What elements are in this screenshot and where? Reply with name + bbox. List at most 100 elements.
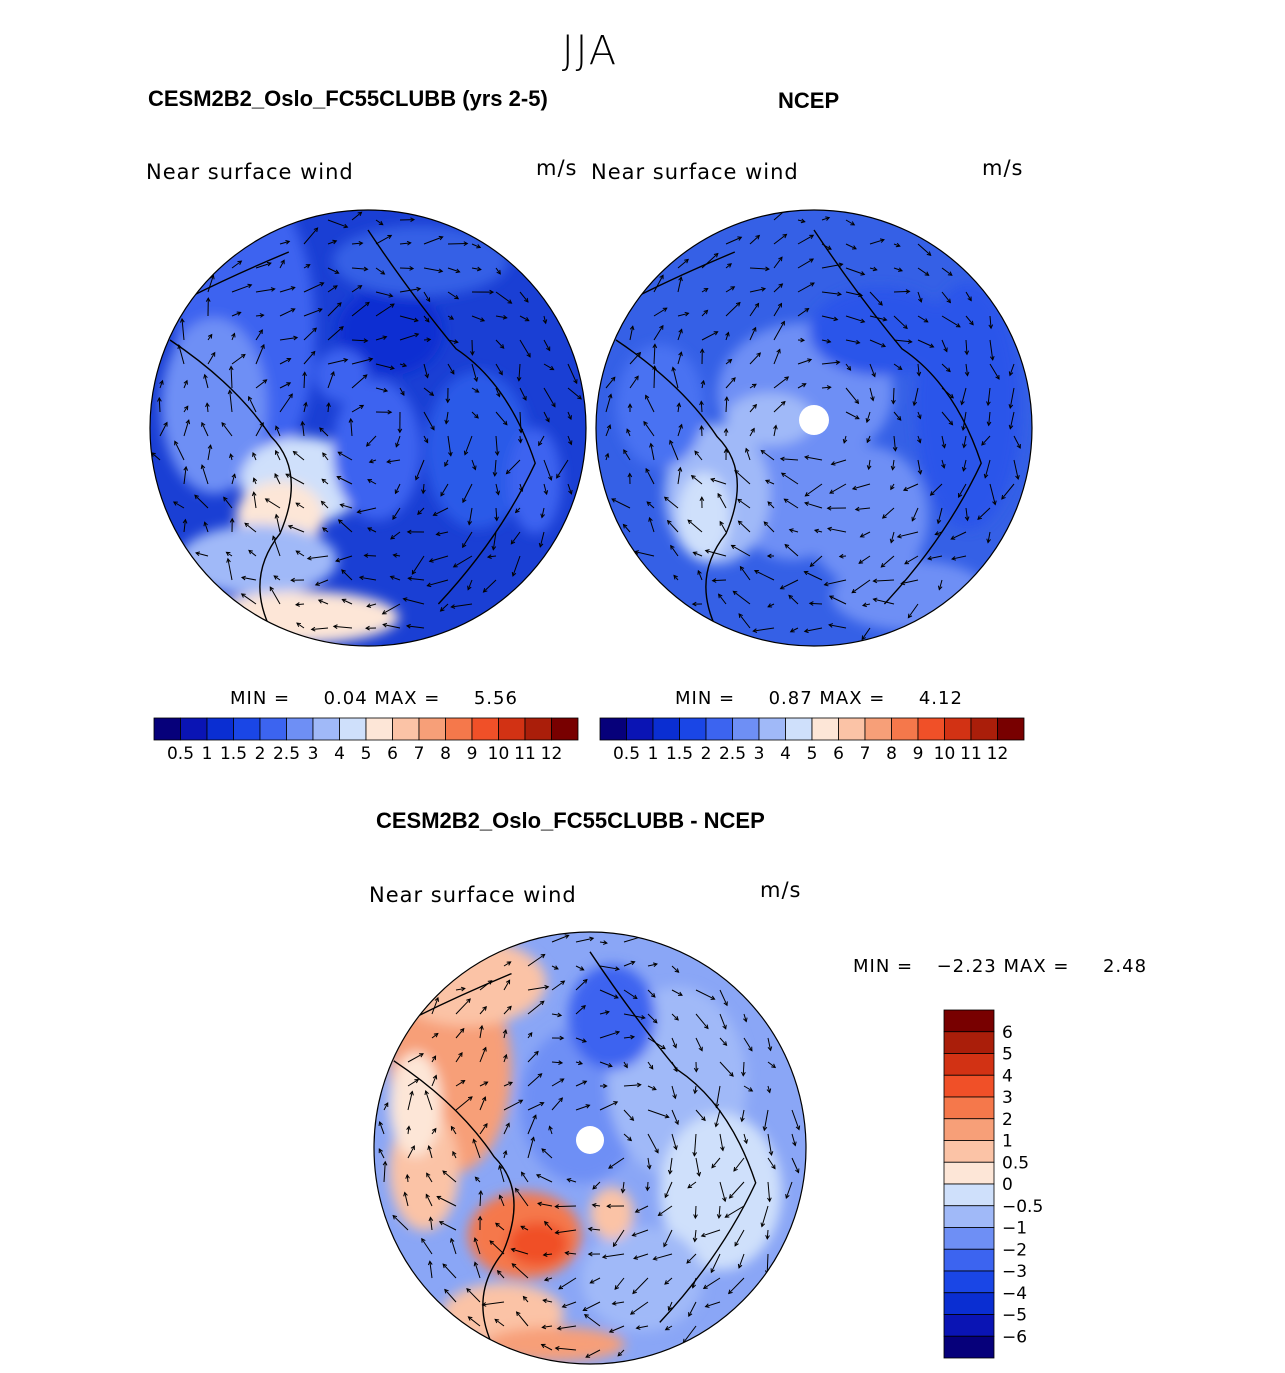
panel-2-wind-vector-head [691,601,697,607]
panel-3-contour-patches [389,938,782,1362]
panel-2-wind-vector [749,303,759,317]
panel-1-wind-vector-head [414,475,420,481]
panel-1-wind-vector [417,507,425,515]
panel-1-wind-vector-head [274,449,280,455]
panel-1-colorbar-swatch [445,717,473,741]
panel-1-wind-vector-head [290,308,296,313]
panel-2-wind-vector-head [678,328,683,334]
panel-1-wind-vector [275,426,281,437]
panel-1-wind-vector-head [568,489,573,495]
panel-3-wind-vector-head [511,1263,517,1268]
panel-3-wind-vector [767,1037,772,1051]
panel-3-wind-vector [614,1277,625,1290]
panel-3-wind-vector [527,954,545,967]
panel-2-colorbar-tick-label: 4 [780,744,791,764]
panel-2-wind-vector-head [905,289,911,294]
panel-1-wind-vector-head [426,582,432,588]
panel-2-wind-vector [773,349,781,365]
panel-3-wind-vector-head [442,1170,448,1176]
panel-2-wind-vector-head [813,528,819,534]
panel-1-wind-vector [471,315,485,322]
panel-1-wind-vector [204,374,209,389]
panel-2-wind-vector-head [692,551,698,556]
panel-1-wind-vector [333,625,353,629]
panel-2-wind-vector [843,435,847,443]
panel-2-wind-vector-head [924,271,930,276]
panel-2-wind-vector [717,493,727,509]
panel-2-wind-vector-head [838,553,844,559]
panel-2-wind-vector [664,496,679,509]
panel-1-wind-vector-head [310,350,316,356]
panel-3-wind-vector-head [645,1186,650,1192]
panel-3-colorbar-swatch [943,1009,995,1033]
panel-1-wind-vector-head [231,332,236,338]
panel-3-wind-vector-head [633,1255,639,1260]
panel-1-wind-vector [447,267,460,273]
panel-2-wind-vector [941,411,953,426]
panel-3-wind-vector-head [467,1316,473,1321]
panel-2-wind-vector [882,507,895,519]
panel-1-wind-vector [543,459,552,481]
panel-1-wind-vector-head [492,472,498,477]
panel-3-colorbar-tick-label: 4 [1002,1066,1013,1086]
panel-2-wind-vector-head [860,271,866,276]
panel-1-wind-vector [303,264,311,269]
panel-2-wind-vector-head [833,316,839,322]
panel-3-wind-vector [541,1148,553,1159]
panel-3-wind-vector [536,1174,553,1183]
panel-1-wind-vector-head [455,268,461,274]
panel-3-wind-vector-head [585,1353,591,1358]
panel-1-wind-vector-head [310,626,316,632]
panel-1-coastline [169,339,292,631]
panel-3-wind-vector [733,1157,745,1172]
panel-2-wind-vector-head [872,266,878,272]
panel-2-wind-vector-head [604,452,610,458]
panel-3-wind-vector [623,1061,628,1068]
panel-1-wind-vector-head [252,477,258,483]
panel-1-wind-vector-head [358,575,364,581]
panel-2-wind-vector-head [804,492,810,497]
panel-2-wind-vector [962,411,967,431]
panel-2-wind-vector-head [807,358,813,363]
panel-2-wind-vector-head [854,399,860,405]
panel-2-wind-vector-head [881,343,887,348]
panel-2-wind-vector-head [917,469,923,475]
panel-1-wind-vector [341,569,353,581]
panel-2-wind-vector-head [730,544,736,550]
panel-2-wind-vector [763,521,775,533]
panel-3-wind-vector-head [472,1138,477,1144]
panel-3-wind-vector [479,1047,487,1063]
panel-3-colorbar-tick-label: −3 [1002,1262,1027,1282]
panel-1-wind-vector [311,627,329,630]
panel-1-wind-vector [390,531,401,540]
panel-3-wind-vector-head [765,1235,770,1240]
panel-1-wind-vector [351,267,368,270]
panel-2-wind-vector-head [995,374,1000,380]
panel-1-wind-vector [462,483,473,503]
panel-2-wind-vector-head [734,469,739,475]
panel-2-wind-vector [701,288,708,293]
panel-1-wind-vector [471,387,479,393]
panel-2-wind-vector-head [865,418,871,424]
panel-3-wind-vector-head [651,1086,657,1091]
panel-3-wind-vector-head [613,1101,619,1106]
panel-1-wind-vector-head [358,240,364,246]
panel-3-wind-vector [455,987,465,991]
panel-2-wind-vector-head [760,449,766,455]
panel-2-wind-vector [773,401,786,413]
panel-2-wind-vector [941,387,954,399]
panel-2-wind-vector [629,375,639,389]
panel-2-wind-vector [901,579,919,585]
panel-1-wind-vector [195,552,209,557]
panel-3-wind-vector [791,1109,800,1130]
panel-1-wind-vector [303,227,318,245]
panel-3-wind-vector [711,1157,721,1168]
panel-1-wind-vector-head [476,266,482,272]
panel-1-wind-vector [423,411,435,430]
panel-1-wind-vector-head [274,473,279,479]
panel-2-wind-vector [845,243,857,250]
panel-1-wind-vector-head [273,575,279,580]
panel-1-wind-vector [351,301,370,317]
panel-3-wind-vector [527,1051,539,1063]
panel-1-wind-vector-head [548,475,553,481]
